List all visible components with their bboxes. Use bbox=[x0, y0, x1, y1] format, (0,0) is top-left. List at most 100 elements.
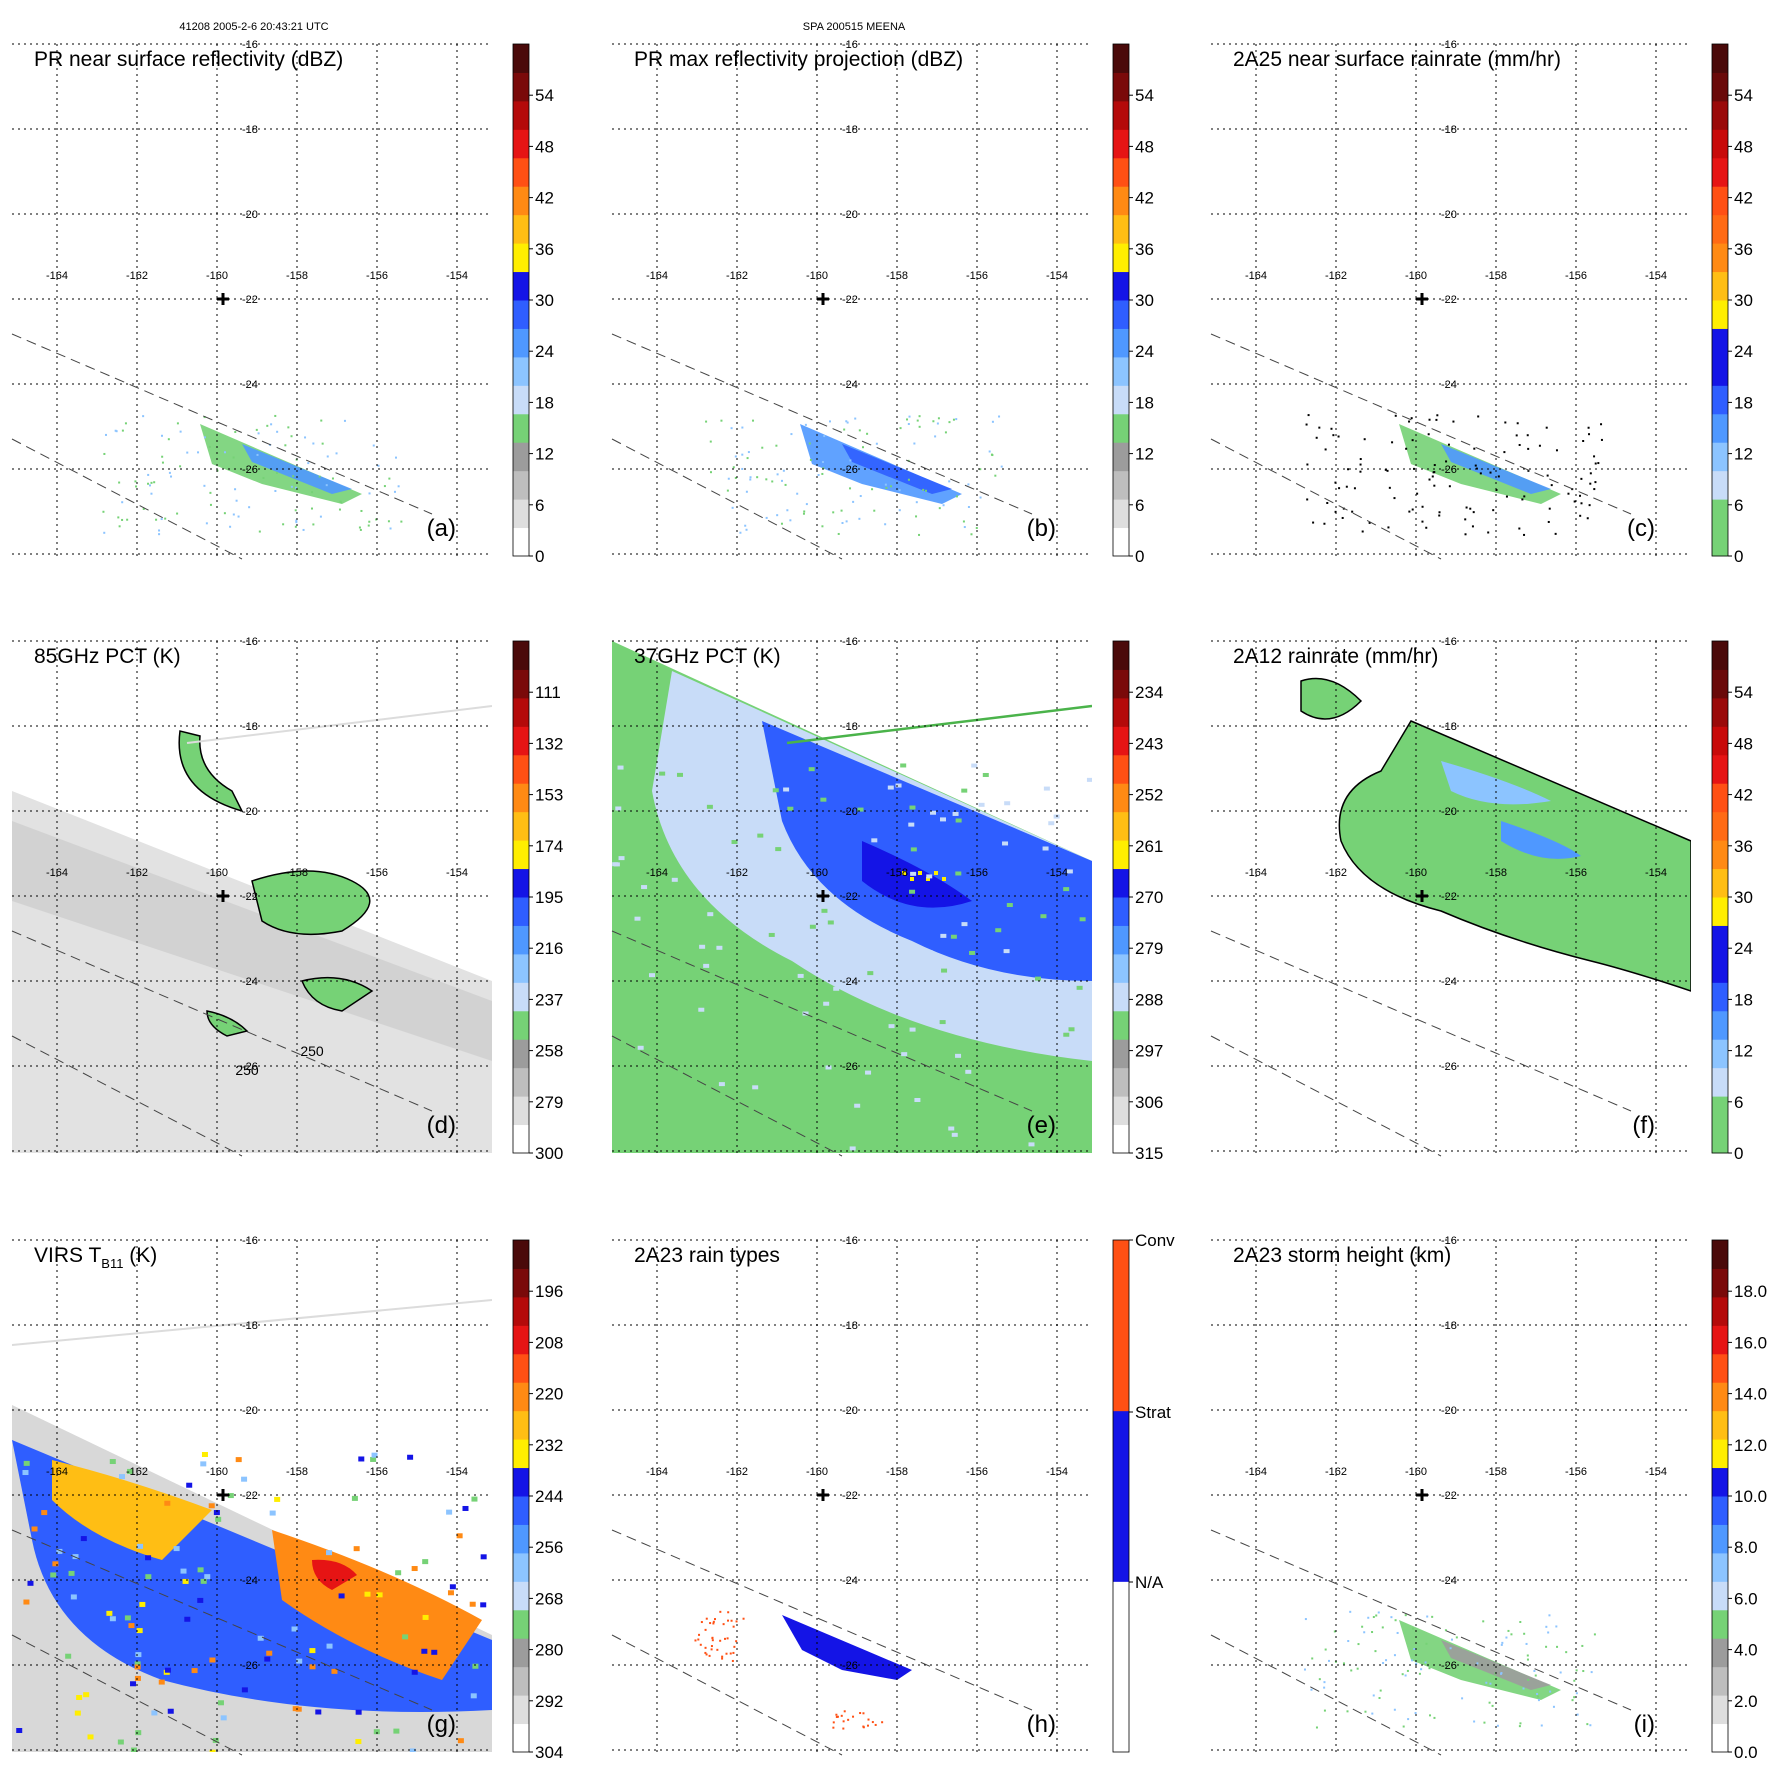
rain-pixel bbox=[359, 528, 362, 531]
rain-pixel bbox=[858, 517, 861, 520]
rain-pixel bbox=[858, 429, 861, 432]
rain-pixel bbox=[1448, 485, 1451, 488]
rain-pixel bbox=[1351, 510, 1354, 513]
cloud-pixel bbox=[422, 1614, 429, 1620]
colorbar-segment bbox=[513, 953, 529, 983]
cloud-pixel bbox=[296, 1658, 303, 1664]
rain-pixel bbox=[1538, 444, 1541, 447]
rain-pixel bbox=[1394, 414, 1397, 417]
rain-pixel bbox=[287, 426, 290, 429]
colorbar-segment bbox=[513, 1240, 529, 1269]
rain-pixel bbox=[367, 524, 370, 527]
cloud-pixel bbox=[87, 1734, 94, 1740]
rain-pixel bbox=[756, 476, 759, 479]
colorbar-segment bbox=[1113, 72, 1129, 102]
colorbar-label: 6 bbox=[1734, 1093, 1743, 1112]
cloud-pixel bbox=[257, 1635, 264, 1641]
colorbar-label: 6.0 bbox=[1734, 1589, 1758, 1608]
rain-pixel bbox=[234, 488, 237, 491]
colorbar-segment bbox=[1712, 129, 1728, 159]
rain-pixel bbox=[168, 471, 171, 474]
speckle-pixel bbox=[1006, 903, 1013, 908]
conv-pixel bbox=[732, 1651, 735, 1654]
colorbar-segment bbox=[1712, 754, 1728, 784]
colorbar-label: 6 bbox=[1135, 496, 1144, 515]
rain-pixel bbox=[1350, 1669, 1353, 1672]
rain-pixel bbox=[765, 478, 768, 481]
cloud-pixel bbox=[402, 1634, 409, 1640]
colorbar-segment bbox=[1113, 499, 1129, 529]
cloud-pixel bbox=[117, 1739, 124, 1745]
colorbar-label: 12 bbox=[535, 445, 554, 464]
rain-pixel bbox=[1576, 1713, 1579, 1716]
rain-pixel bbox=[1377, 1611, 1380, 1614]
cloud-pixel bbox=[407, 1454, 414, 1460]
colorbar-segment bbox=[1712, 44, 1728, 73]
cloud-pixel bbox=[76, 1695, 83, 1701]
panel-title: VIRS TB11 (K) bbox=[34, 1244, 157, 1271]
rain-pixel bbox=[1306, 463, 1309, 466]
rain-pixel bbox=[1375, 1614, 1378, 1617]
speckle-pixel bbox=[692, 1068, 699, 1073]
colorbar-segment bbox=[1712, 1467, 1728, 1497]
colorbar-label: 24 bbox=[535, 342, 554, 361]
colorbar-label: Strat bbox=[1135, 1403, 1171, 1422]
rain-pixel bbox=[203, 484, 206, 487]
rain-pixel bbox=[258, 530, 261, 533]
speckle-pixel bbox=[745, 846, 752, 851]
rain-pixel bbox=[312, 523, 315, 526]
colorbar-label: 111 bbox=[535, 683, 561, 702]
rain-pixel bbox=[1411, 1659, 1414, 1662]
colorbar-segment bbox=[1712, 1353, 1728, 1383]
speckle-pixel bbox=[914, 1097, 921, 1102]
speckle-pixel bbox=[641, 885, 648, 890]
speckle-pixel bbox=[671, 877, 678, 882]
rain-pixel bbox=[726, 489, 729, 492]
cloud-core bbox=[312, 1559, 357, 1590]
colorbar-label: 6 bbox=[1734, 496, 1743, 515]
colorbar: 0.0 2.0 4.0 6.0 8.0 10.0 12.0 14.0 16.0 18.0 bbox=[1711, 1239, 1767, 1762]
speckle-pixel bbox=[910, 847, 917, 852]
rain-pixel bbox=[1368, 521, 1371, 524]
rain-pixel bbox=[1326, 501, 1329, 504]
rain-pixel bbox=[1359, 463, 1362, 466]
conv-pixel bbox=[723, 1637, 726, 1640]
rain-pixel bbox=[1416, 492, 1419, 495]
cloud-pixel bbox=[457, 1738, 464, 1744]
colorbar-segment bbox=[513, 669, 529, 699]
cloud-pixel bbox=[456, 1533, 463, 1539]
rain-pixel bbox=[1361, 530, 1364, 533]
lat-label: -24 bbox=[842, 1575, 858, 1587]
conv-pixel bbox=[713, 1618, 716, 1621]
speckle-pixel bbox=[1002, 841, 1009, 846]
conv-pixel bbox=[708, 1654, 711, 1657]
rain-pixel bbox=[731, 506, 734, 509]
lon-label: -162 bbox=[1325, 867, 1347, 879]
speckle-pixel bbox=[1012, 1057, 1019, 1062]
speckle-pixel bbox=[930, 810, 937, 815]
cloud-pixel bbox=[56, 1548, 63, 1554]
colorbar-segment bbox=[1712, 897, 1728, 926]
rain-pixel bbox=[741, 453, 744, 456]
rain-pixel bbox=[841, 522, 844, 525]
rain-pixel bbox=[1471, 525, 1474, 528]
rain-pixel bbox=[208, 445, 211, 448]
conv-pixel bbox=[735, 1640, 738, 1643]
colorbar-segment bbox=[513, 1439, 529, 1469]
colorbar-label: 220 bbox=[535, 1385, 563, 1404]
lon-label: -156 bbox=[966, 1466, 988, 1478]
rain-pixel bbox=[1356, 1667, 1359, 1670]
rain-pixel bbox=[176, 422, 179, 425]
rain-pixel bbox=[387, 520, 390, 523]
lat-label: -26 bbox=[1441, 1660, 1457, 1672]
cloud-pixel bbox=[197, 1597, 204, 1603]
rain-pixel bbox=[823, 435, 826, 438]
panel-h: -164 -162 -160 -158 -156 -154 -16 -18 -20 -22 -24 -… bbox=[611, 1231, 1175, 1756]
conv-pixel bbox=[711, 1636, 714, 1639]
conv-pixel bbox=[705, 1653, 708, 1656]
storm-center-cross-icon bbox=[817, 293, 829, 305]
rain-pixel bbox=[1438, 511, 1441, 514]
rain-pixel bbox=[229, 525, 232, 528]
rain-pixel bbox=[160, 434, 163, 437]
conv-pixel bbox=[712, 1622, 715, 1625]
